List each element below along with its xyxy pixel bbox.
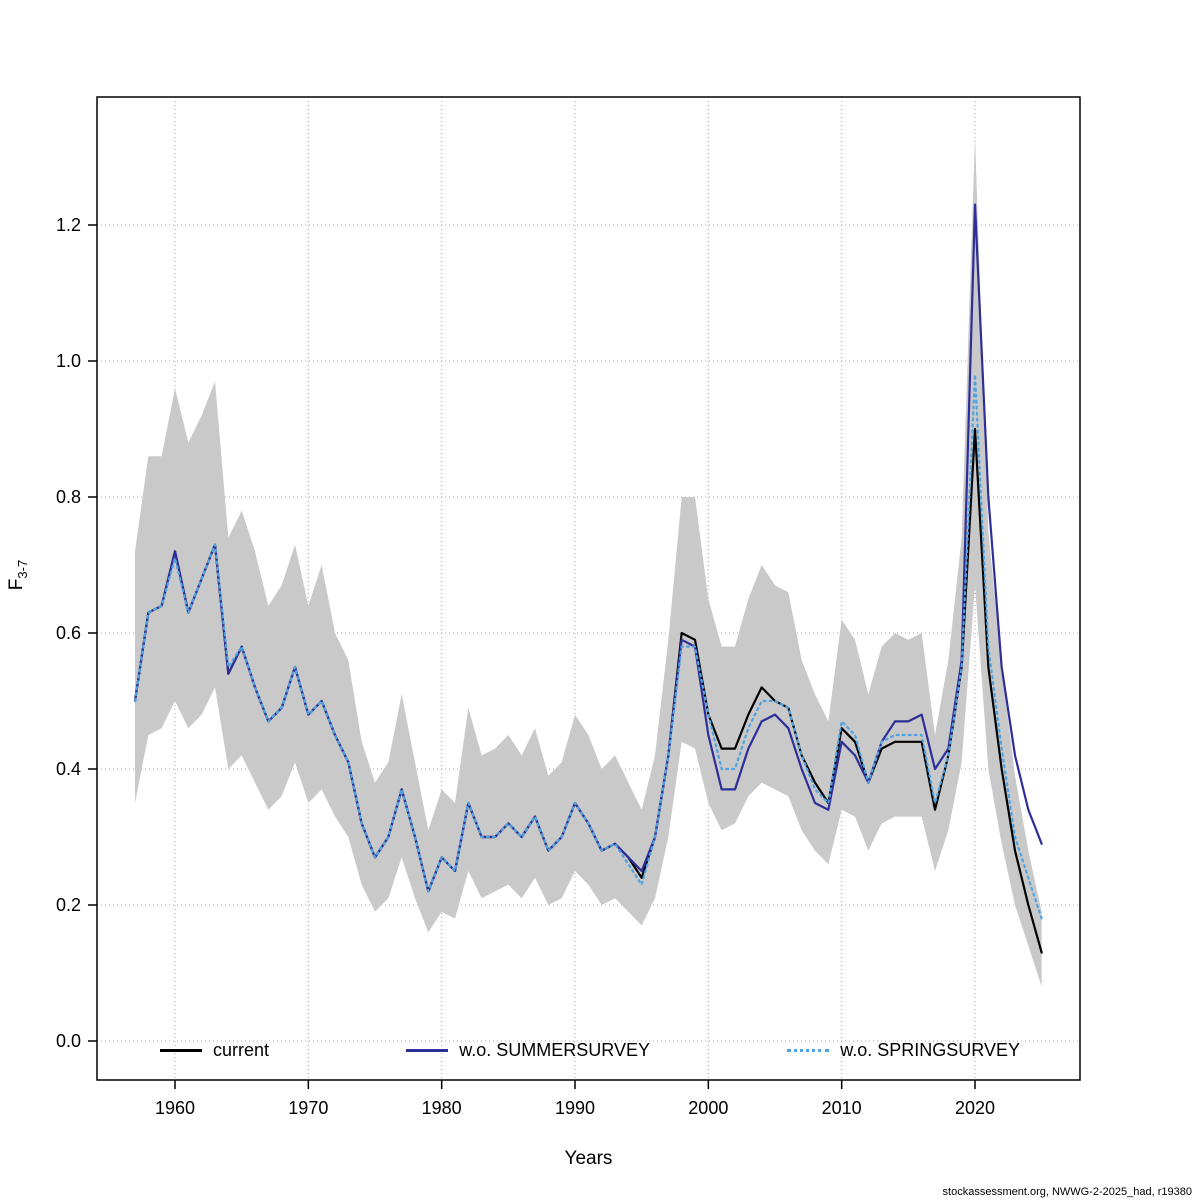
svg-text:0.0: 0.0 xyxy=(56,1031,81,1051)
footer-note: stockassessment.org, NWWG-2-2025_had, r1… xyxy=(942,1186,1192,1198)
svg-text:2020: 2020 xyxy=(955,1098,995,1118)
legend-label-current: current xyxy=(213,1040,270,1060)
legend-item-current: current xyxy=(160,1040,269,1061)
legend: current w.o. SUMMERSURVEY w.o. SPRINGSUR… xyxy=(160,1040,1020,1061)
legend-item-wo-springsurvey: w.o. SPRINGSURVEY xyxy=(787,1040,1020,1061)
svg-text:0.4: 0.4 xyxy=(56,759,81,779)
svg-text:1990: 1990 xyxy=(555,1098,595,1118)
svg-text:1980: 1980 xyxy=(422,1098,462,1118)
svg-text:0.6: 0.6 xyxy=(56,623,81,643)
svg-text:1.0: 1.0 xyxy=(56,351,81,371)
legend-label-wo-summersurvey: w.o. SUMMERSURVEY xyxy=(459,1040,650,1060)
y-axis-label-subscript: 3-7 xyxy=(14,559,30,579)
svg-text:1970: 1970 xyxy=(288,1098,328,1118)
legend-label-wo-springsurvey: w.o. SPRINGSURVEY xyxy=(840,1040,1020,1060)
svg-text:0.8: 0.8 xyxy=(56,487,81,507)
svg-text:0.2: 0.2 xyxy=(56,895,81,915)
current-line-swatch-icon xyxy=(160,1049,202,1052)
svg-text:1.2: 1.2 xyxy=(56,215,81,235)
y-axis-label: F3-7 xyxy=(6,560,30,590)
summersurvey-line-swatch-icon xyxy=(406,1049,449,1052)
legend-item-wo-summersurvey: w.o. SUMMERSURVEY xyxy=(406,1040,650,1061)
svg-text:2010: 2010 xyxy=(822,1098,862,1118)
y-axis-label-base: F xyxy=(6,578,28,591)
svg-text:1960: 1960 xyxy=(155,1098,195,1118)
springsurvey-line-swatch-icon xyxy=(787,1049,830,1052)
x-axis-label: Years xyxy=(564,1148,613,1169)
svg-text:2000: 2000 xyxy=(688,1098,728,1118)
